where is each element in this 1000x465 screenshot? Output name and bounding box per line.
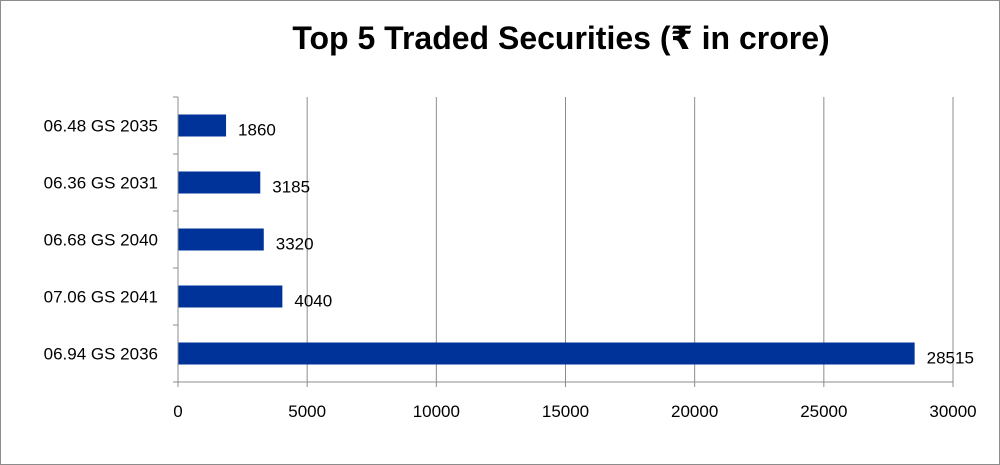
bars [178, 114, 915, 365]
category-label: 06.36 GS 2031 [44, 174, 158, 193]
x-tick-label: 25000 [800, 402, 847, 421]
labels: 0 5000 10000 15000 20000 25000 30000 06.48 GS 2… [44, 117, 977, 422]
category-label: 06.94 GS 2036 [44, 345, 158, 364]
x-tick-label: 30000 [929, 402, 976, 421]
category-label: 06.68 GS 2040 [44, 231, 158, 250]
x-tick-label: 5000 [288, 402, 326, 421]
x-tick-label: 0 [173, 402, 182, 421]
data-label: 3320 [276, 235, 314, 254]
category-label: 06.48 GS 2035 [44, 117, 158, 136]
chart-title: Top 5 Traded Securities (₹ in crore) [292, 20, 830, 56]
data-label: 3185 [272, 178, 310, 197]
x-tick-label: 15000 [542, 402, 589, 421]
bar [178, 114, 227, 137]
axes [173, 96, 954, 387]
x-tick-label: 10000 [413, 402, 460, 421]
gridlines [306, 97, 954, 382]
data-label: 28515 [927, 349, 974, 368]
bar [178, 342, 915, 365]
bar [178, 171, 261, 194]
x-tick-label: 20000 [671, 402, 718, 421]
data-label: 4040 [294, 292, 332, 311]
bar [178, 285, 283, 308]
category-label: 07.06 GS 2041 [44, 288, 158, 307]
data-label: 1860 [238, 121, 276, 140]
bar [178, 228, 264, 251]
